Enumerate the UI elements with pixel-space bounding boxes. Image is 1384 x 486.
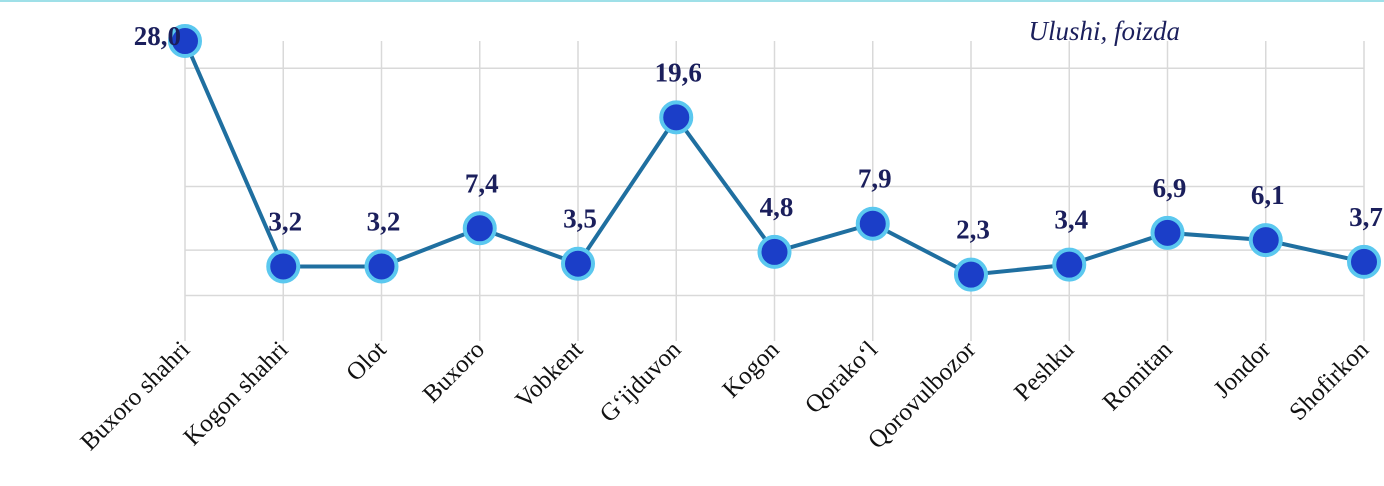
marker: [364, 249, 399, 284]
x-tick-label: Qorako‘l: [800, 336, 883, 419]
x-tick-label: Romitan: [1098, 336, 1178, 416]
x-tick-label: Jondor: [1209, 336, 1277, 404]
annotation: Ulushi, foizda: [1028, 16, 1180, 46]
value-label: 6,1: [1251, 180, 1285, 210]
x-tick-label: G‘ijduvon: [595, 336, 687, 428]
value-label: 2,3: [956, 215, 990, 245]
marker: [659, 100, 694, 135]
marker: [462, 211, 497, 246]
marker: [1150, 215, 1185, 250]
x-tick-label: Olot: [341, 336, 392, 387]
value-label: 3,7: [1349, 202, 1383, 232]
marker: [1248, 223, 1283, 258]
value-label: 4,8: [760, 192, 794, 222]
x-tick-label: Buxoro shahri: [75, 336, 195, 456]
value-label: 7,9: [858, 164, 892, 194]
marker: [954, 257, 988, 292]
marker: [1052, 247, 1087, 282]
value-label: 7,4: [465, 168, 499, 198]
value-label: 3,5: [563, 204, 597, 234]
x-tick-label: Peshku: [1009, 336, 1080, 407]
value-label: 28,0: [134, 21, 181, 51]
x-tick-label: Buxoro: [418, 336, 490, 408]
x-tick-label: Kogon shahri: [179, 336, 294, 451]
value-label: 6,9: [1153, 173, 1187, 203]
marker: [855, 206, 890, 241]
marker: [561, 246, 595, 281]
x-tick-label: Shofirkon: [1284, 336, 1374, 426]
marker: [168, 24, 202, 58]
value-label: 19,6: [655, 57, 702, 87]
marker: [1347, 244, 1381, 279]
marker: [757, 234, 792, 269]
value-label: 3,2: [367, 206, 401, 236]
x-tick-label: Vobkent: [511, 336, 589, 414]
x-tick-label: Kogon: [718, 336, 786, 404]
marker: [266, 249, 301, 284]
value-label: 3,2: [268, 206, 302, 236]
value-label: 3,4: [1054, 205, 1088, 235]
